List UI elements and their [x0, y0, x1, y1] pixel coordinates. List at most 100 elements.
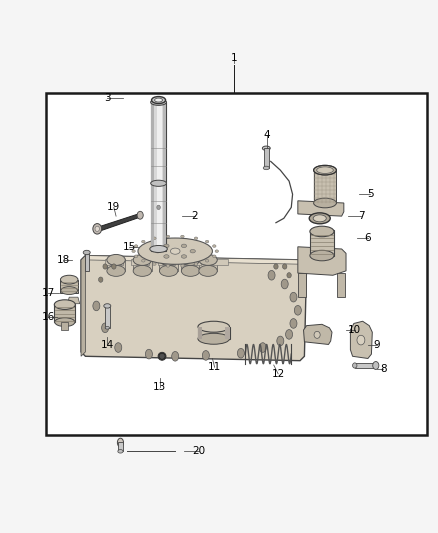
Ellipse shape — [132, 250, 135, 253]
Ellipse shape — [237, 349, 244, 358]
Bar — [310, 230, 334, 255]
Bar — [107, 259, 125, 271]
Polygon shape — [304, 324, 332, 344]
Ellipse shape — [314, 332, 320, 338]
Ellipse shape — [155, 98, 162, 102]
Text: 17: 17 — [42, 288, 55, 298]
Ellipse shape — [134, 255, 138, 257]
Ellipse shape — [290, 319, 297, 328]
Ellipse shape — [134, 245, 138, 247]
Text: 8: 8 — [380, 365, 387, 374]
Ellipse shape — [157, 205, 160, 209]
Ellipse shape — [212, 255, 216, 257]
Ellipse shape — [198, 321, 230, 332]
Ellipse shape — [205, 240, 209, 243]
Ellipse shape — [263, 166, 269, 169]
Ellipse shape — [117, 438, 124, 447]
Ellipse shape — [277, 336, 284, 346]
Ellipse shape — [286, 329, 293, 339]
Text: 16: 16 — [42, 312, 55, 322]
Ellipse shape — [104, 304, 111, 308]
Text: 15: 15 — [123, 242, 136, 252]
Bar — [199, 259, 217, 271]
Bar — [210, 259, 228, 265]
Ellipse shape — [190, 249, 195, 253]
Bar — [60, 280, 78, 293]
Ellipse shape — [268, 270, 275, 280]
Ellipse shape — [115, 343, 122, 352]
Ellipse shape — [133, 254, 152, 265]
Ellipse shape — [198, 333, 230, 344]
Bar — [133, 259, 152, 271]
Ellipse shape — [199, 254, 217, 265]
Ellipse shape — [283, 264, 287, 269]
Ellipse shape — [317, 167, 333, 173]
Bar — [298, 273, 306, 297]
Polygon shape — [61, 322, 68, 330]
Ellipse shape — [99, 277, 103, 282]
Ellipse shape — [314, 198, 336, 208]
Ellipse shape — [95, 226, 99, 231]
Ellipse shape — [166, 235, 170, 238]
Bar — [198, 327, 202, 339]
Ellipse shape — [164, 244, 169, 248]
Ellipse shape — [138, 238, 212, 264]
Ellipse shape — [145, 349, 152, 359]
Text: 12: 12 — [272, 369, 285, 379]
Text: 2: 2 — [191, 211, 198, 221]
Ellipse shape — [107, 254, 125, 265]
Text: 1: 1 — [231, 53, 238, 63]
Ellipse shape — [294, 305, 301, 315]
Text: 10: 10 — [348, 325, 361, 335]
Text: 9: 9 — [373, 341, 380, 350]
Bar — [163, 102, 166, 251]
Ellipse shape — [287, 273, 291, 278]
Bar — [314, 169, 336, 203]
Ellipse shape — [105, 327, 110, 329]
Ellipse shape — [151, 99, 166, 106]
Text: 20: 20 — [193, 446, 206, 456]
Text: 4: 4 — [264, 130, 271, 140]
Polygon shape — [81, 255, 85, 356]
Ellipse shape — [309, 213, 330, 224]
Ellipse shape — [194, 237, 198, 240]
Ellipse shape — [151, 180, 166, 187]
Bar — [54, 304, 75, 322]
Ellipse shape — [103, 264, 107, 269]
Ellipse shape — [313, 215, 326, 222]
Ellipse shape — [133, 265, 152, 276]
Text: 11: 11 — [208, 362, 221, 372]
Bar — [118, 442, 123, 451]
Text: 14: 14 — [101, 341, 114, 350]
Bar — [198, 327, 230, 339]
Ellipse shape — [160, 354, 164, 359]
Ellipse shape — [83, 251, 90, 255]
Text: 6: 6 — [364, 233, 371, 243]
Polygon shape — [85, 255, 307, 264]
Ellipse shape — [274, 264, 278, 269]
Ellipse shape — [212, 245, 216, 247]
Ellipse shape — [357, 335, 365, 345]
Ellipse shape — [158, 352, 166, 360]
Text: 13: 13 — [153, 382, 166, 392]
Ellipse shape — [262, 146, 270, 150]
Ellipse shape — [60, 275, 78, 284]
Ellipse shape — [61, 287, 78, 295]
Ellipse shape — [141, 240, 145, 243]
Ellipse shape — [107, 265, 125, 276]
Ellipse shape — [93, 223, 102, 234]
Bar — [151, 102, 166, 251]
Polygon shape — [99, 213, 141, 231]
Ellipse shape — [194, 263, 198, 265]
Ellipse shape — [118, 449, 123, 453]
Polygon shape — [81, 255, 307, 361]
Ellipse shape — [166, 264, 170, 267]
Ellipse shape — [152, 96, 166, 103]
Ellipse shape — [152, 237, 156, 240]
Ellipse shape — [202, 351, 209, 360]
Ellipse shape — [141, 260, 145, 262]
Text: 18: 18 — [57, 255, 70, 265]
Bar — [46, 93, 427, 435]
Ellipse shape — [150, 246, 167, 253]
Bar — [184, 259, 201, 265]
